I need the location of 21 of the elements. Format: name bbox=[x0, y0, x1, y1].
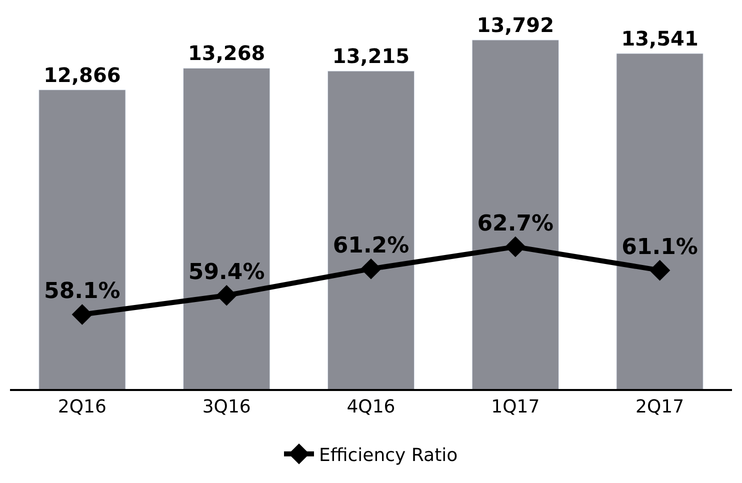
data-label: 12,866 bbox=[44, 62, 121, 87]
data-label: 13,268 bbox=[188, 41, 266, 66]
x-tick-label: 2Q17 bbox=[636, 396, 684, 418]
data-label: 13,215 bbox=[332, 44, 410, 68]
x-tick-label: 2Q16 bbox=[58, 396, 106, 418]
data-label: 13,541 bbox=[621, 26, 698, 50]
data-label: 61.2% bbox=[332, 233, 410, 258]
x-tick-label: 1Q17 bbox=[491, 396, 540, 418]
data-label: 61.1% bbox=[622, 234, 698, 260]
x-tick-label: 4Q16 bbox=[346, 396, 396, 418]
legend-label: Efficiency Ratio bbox=[319, 444, 458, 466]
data-label: 58.1% bbox=[44, 278, 120, 304]
data-label: 59.4% bbox=[188, 260, 265, 285]
point bbox=[505, 236, 526, 258]
point bbox=[216, 284, 237, 306]
point bbox=[360, 258, 382, 280]
data-label: 13,792 bbox=[476, 12, 554, 37]
x-tick-label: 3Q16 bbox=[202, 396, 251, 418]
point bbox=[72, 304, 93, 325]
point bbox=[649, 260, 670, 281]
data-label: 62.7% bbox=[477, 211, 554, 236]
